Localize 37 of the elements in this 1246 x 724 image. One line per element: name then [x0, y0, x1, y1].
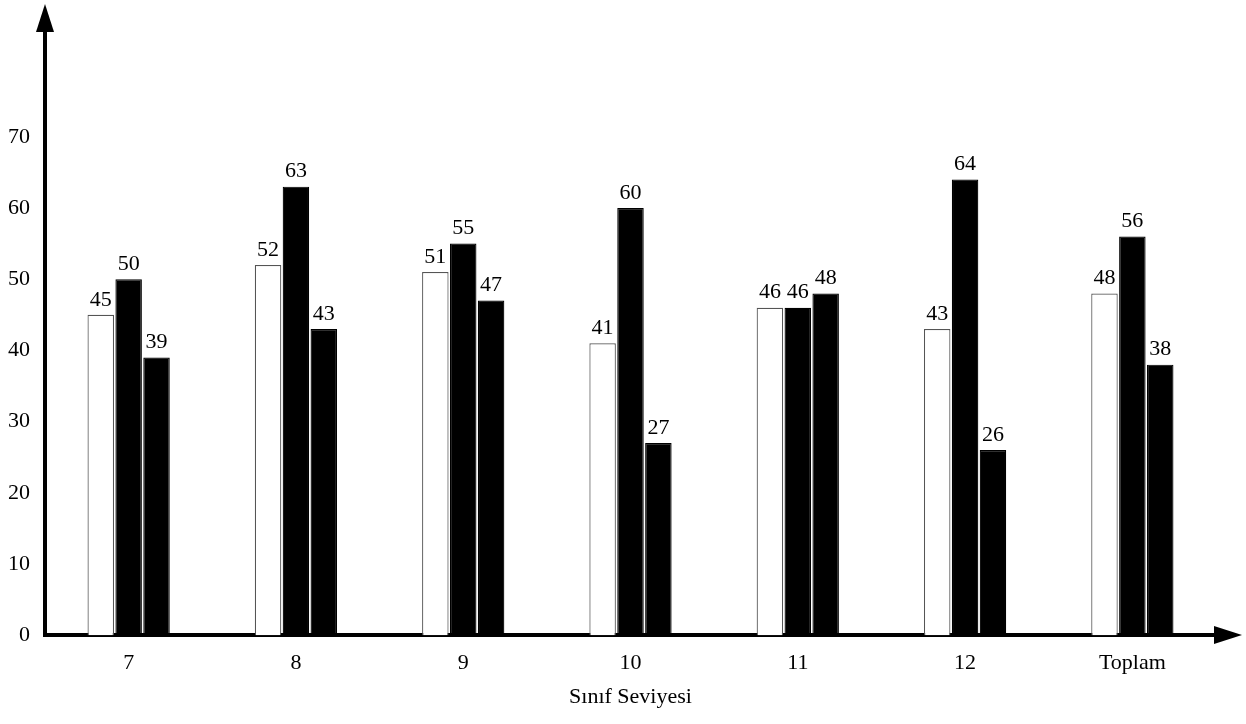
data-label: 56: [1121, 207, 1144, 233]
data-label: 43: [926, 299, 949, 325]
data-label: 46: [786, 278, 809, 304]
y-tick-label: 40: [8, 336, 30, 362]
data-label: 60: [619, 178, 642, 204]
y-tick-label: 60: [8, 193, 30, 219]
data-label: 48: [814, 264, 837, 290]
data-label: 64: [954, 150, 977, 176]
x-tick-label: 7: [123, 649, 135, 675]
data-label: 52: [257, 235, 280, 261]
x-axis-title: Sınıf Seviyesi: [569, 682, 692, 708]
y-tick-label: 20: [8, 478, 30, 504]
data-label: 26: [981, 420, 1004, 446]
data-label: 48: [1093, 264, 1116, 290]
data-label: 46: [758, 278, 781, 304]
data-label: 39: [145, 328, 168, 354]
x-tick-label: 12: [954, 649, 977, 675]
data-label: 63: [284, 157, 307, 183]
data-label: 41: [591, 314, 614, 340]
y-tick-label: 0: [19, 620, 30, 646]
y-tick-label: 70: [8, 122, 30, 148]
data-label: 47: [480, 271, 503, 297]
y-tick-label: 30: [8, 407, 30, 433]
y-tick-label: 10: [8, 549, 30, 575]
x-tick-label: 8: [290, 649, 302, 675]
data-label: 50: [117, 249, 140, 275]
x-tick-label: 11: [787, 649, 809, 675]
data-label: 45: [89, 285, 112, 311]
data-label: 27: [647, 413, 670, 439]
data-label: 51: [424, 242, 447, 268]
x-tick-label: 10: [619, 649, 642, 675]
x-tick-label: Toplam: [1098, 649, 1166, 675]
y-tick-label: 50: [8, 264, 30, 290]
data-label: 38: [1149, 335, 1172, 361]
x-tick-label: 9: [457, 649, 469, 675]
data-label: 43: [312, 299, 335, 325]
data-label: 55: [452, 214, 475, 240]
